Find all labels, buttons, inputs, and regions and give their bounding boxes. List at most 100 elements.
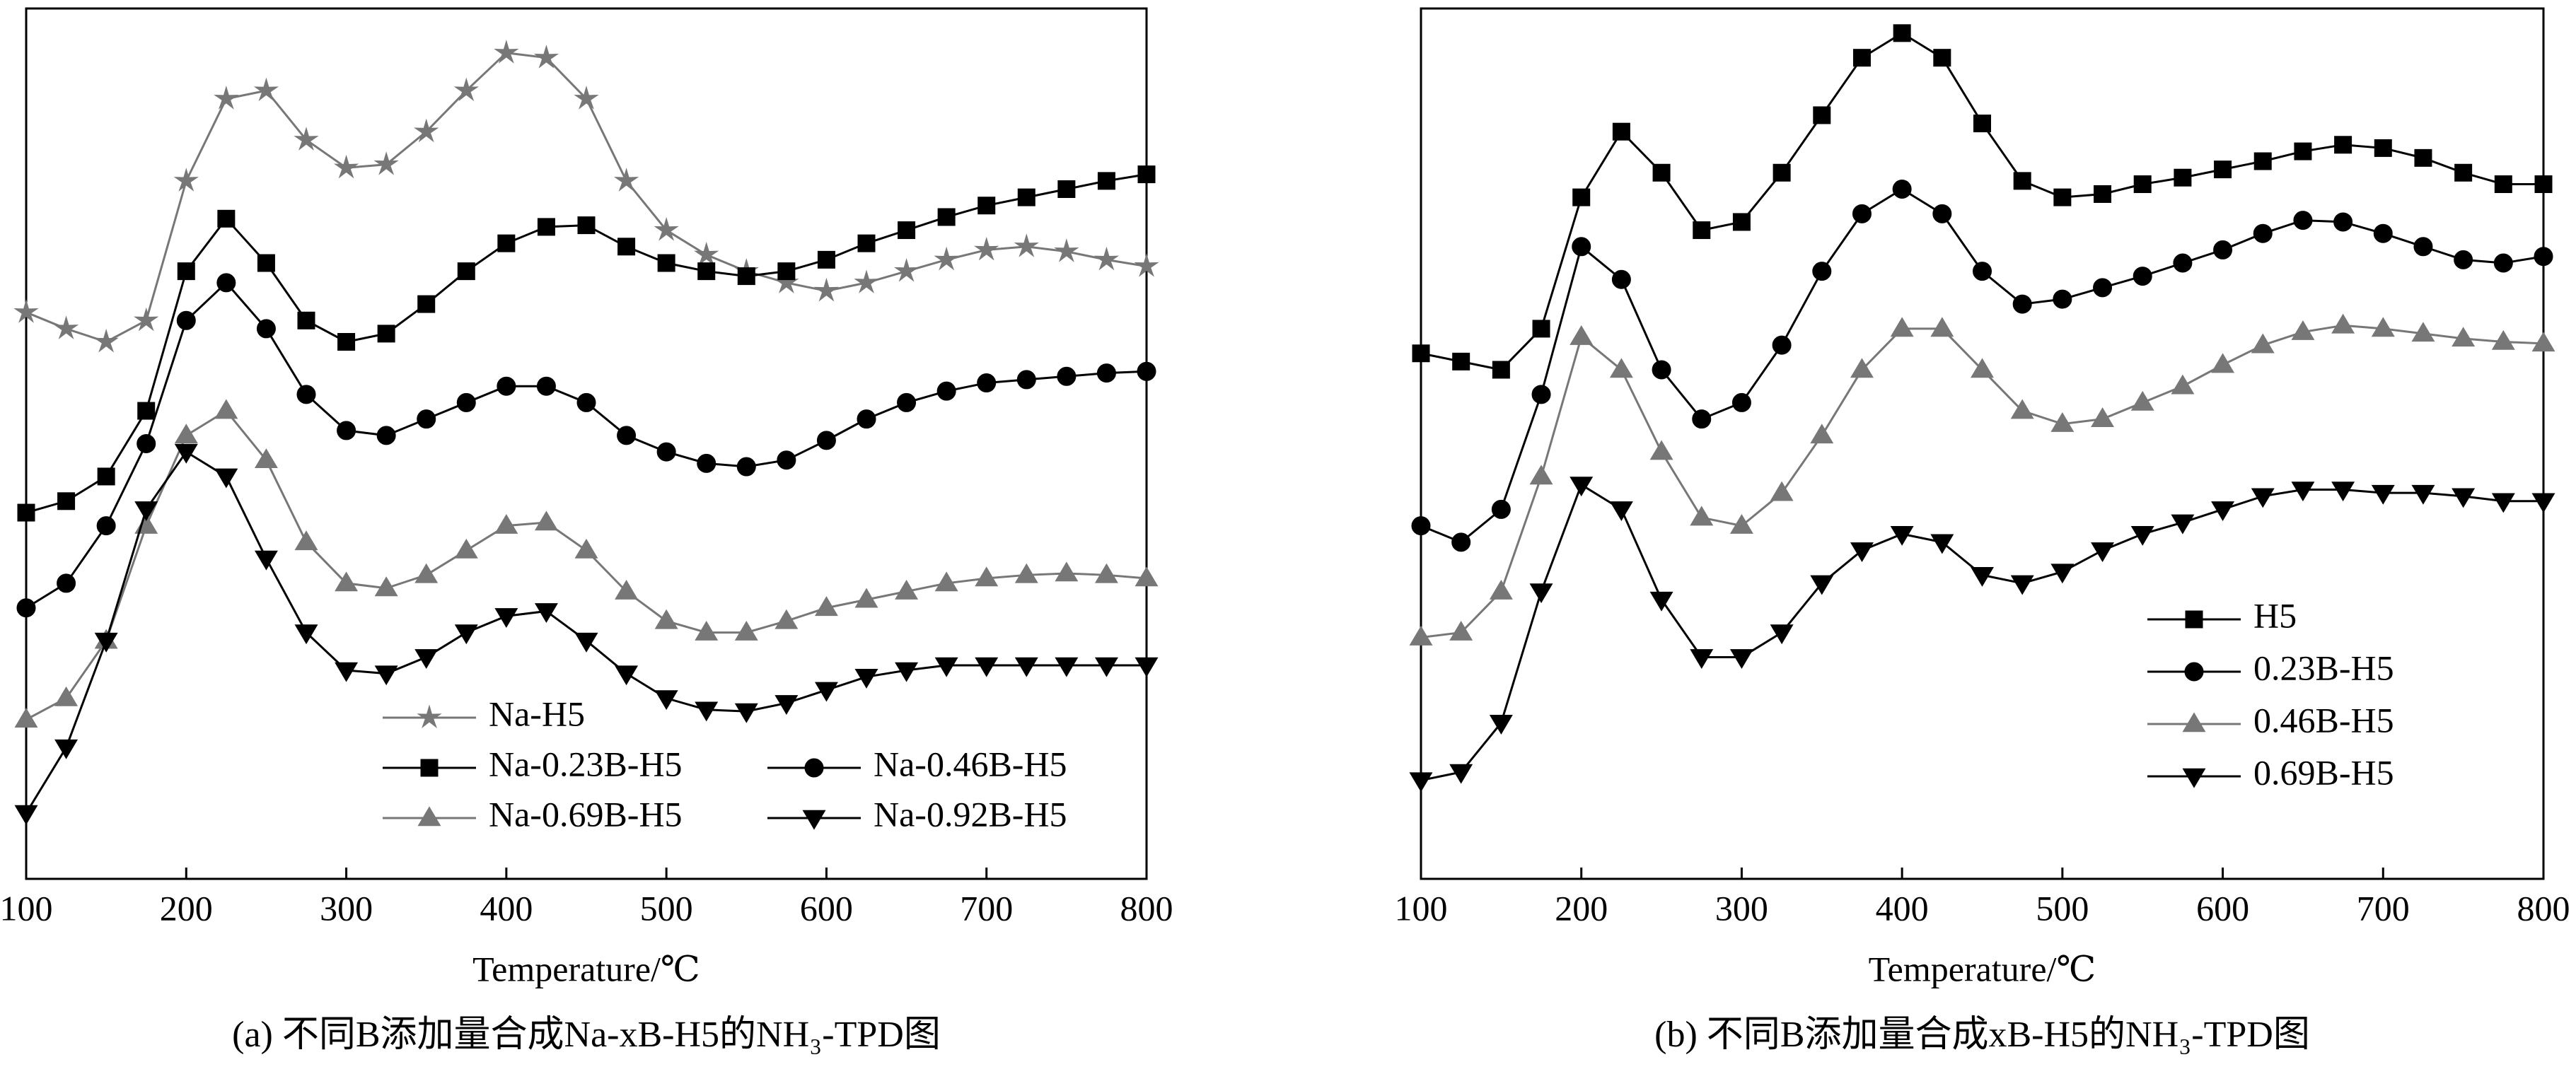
marker-square [497,234,516,252]
marker-triangle-up [2491,329,2515,350]
marker-square [57,492,76,510]
marker-triangle-down [1971,567,1994,587]
marker-triangle-down [615,665,639,686]
legend-label: 0.69B-H5 [2253,752,2394,792]
marker-triangle-up [1529,465,1553,485]
marker-square [137,402,156,420]
marker-triangle-down [1609,501,1633,521]
marker-circle [256,319,276,339]
marker-square [2534,175,2553,194]
marker-triangle-up [1489,579,1513,600]
marker-square [937,208,956,226]
marker-triangle-up [1770,481,1794,501]
marker-square [1893,24,1911,42]
x-tick-label: 400 [1876,888,1929,928]
marker-triangle-down [1409,772,1433,793]
marker-star [813,277,840,302]
marker-triangle-up [695,621,719,641]
marker-circle [456,392,476,412]
x-tick-label: 700 [2357,888,2410,928]
marker-circle [1652,360,1671,380]
marker-triangle-down [1930,534,1954,554]
marker-circle [137,434,156,453]
marker-square [17,503,35,522]
marker-square [977,197,996,215]
marker-circle [1057,366,1077,386]
marker-circle [2053,289,2072,309]
x-tick-label: 500 [2036,888,2089,928]
marker-square [377,325,395,343]
marker-circle [417,409,436,429]
marker-triangle-down [254,550,278,571]
legend-label: Na-0.69B-H5 [489,794,683,834]
marker-triangle-up [615,579,639,600]
marker-triangle-down [294,624,318,645]
marker-circle [576,392,596,412]
legend-label: Na-H5 [489,694,585,733]
marker-square [697,262,716,281]
marker-circle [296,385,316,404]
marker-square [2253,152,2272,170]
marker-circle [1812,262,1832,281]
marker-circle [1491,499,1511,519]
marker-triangle-down [1570,477,1594,497]
caption: (a) 不同B添加量合成Na-xB-H5的NH₃-TPD图 [232,1015,941,1055]
marker-triangle-up [494,514,518,534]
marker-triangle-down [2331,481,2355,502]
marker-triangle-up [2091,407,2115,427]
x-axis-label: Temperature/℃ [1869,949,2096,988]
x-tick-label: 200 [1555,888,1608,928]
marker-star [1054,238,1079,262]
legend-marker [2184,662,2204,682]
marker-circle [497,376,516,396]
marker-triangle-down [2010,575,2034,595]
marker-circle [617,426,637,445]
x-tick-label: 300 [320,888,373,928]
marker-square [737,267,755,286]
marker-square [1973,115,1991,133]
marker-triangle-up [174,424,198,444]
marker-star [574,86,599,110]
x-tick-label: 300 [1715,888,1768,928]
marker-circle [1731,392,1751,412]
marker-triangle-down [374,665,398,686]
marker-square [97,467,115,486]
marker-triangle-up [1135,566,1159,587]
legend-marker [2182,712,2206,732]
marker-star [694,241,719,266]
marker-triangle-up [454,538,478,559]
marker-square [2133,175,2152,194]
legend-marker [804,758,824,778]
marker-circle [2213,240,2233,259]
marker-star [53,315,79,339]
marker-circle [777,450,796,470]
marker-star [13,299,39,323]
marker-triangle-up [2331,313,2355,334]
x-axis-label: Temperature/℃ [472,949,700,988]
marker-circle [2493,253,2513,273]
marker-square [2414,148,2432,167]
marker-square [177,262,195,281]
marker-circle [1531,385,1551,404]
marker-triangle-down [1690,649,1714,670]
marker-triangle-down [2050,564,2075,584]
marker-circle [2534,247,2553,267]
marker-triangle-down [1890,525,1914,546]
legend-label: 0.23B-H5 [2253,648,2394,687]
marker-triangle-up [294,530,318,551]
marker-square [2494,175,2512,194]
marker-star [333,154,359,179]
marker-square [1452,352,1470,370]
marker-triangle-down [654,690,678,711]
marker-triangle-up [2130,390,2154,411]
marker-triangle-up [2452,327,2476,347]
marker-triangle-up [2371,317,2395,337]
marker-triangle-up [374,576,398,597]
x-tick-label: 500 [640,888,693,928]
marker-triangle-down [2452,488,2476,508]
marker-square [577,216,596,235]
marker-star [93,328,119,353]
x-tick-label: 800 [2517,888,2570,928]
marker-circle [1096,363,1116,383]
marker-square [1572,188,1591,206]
